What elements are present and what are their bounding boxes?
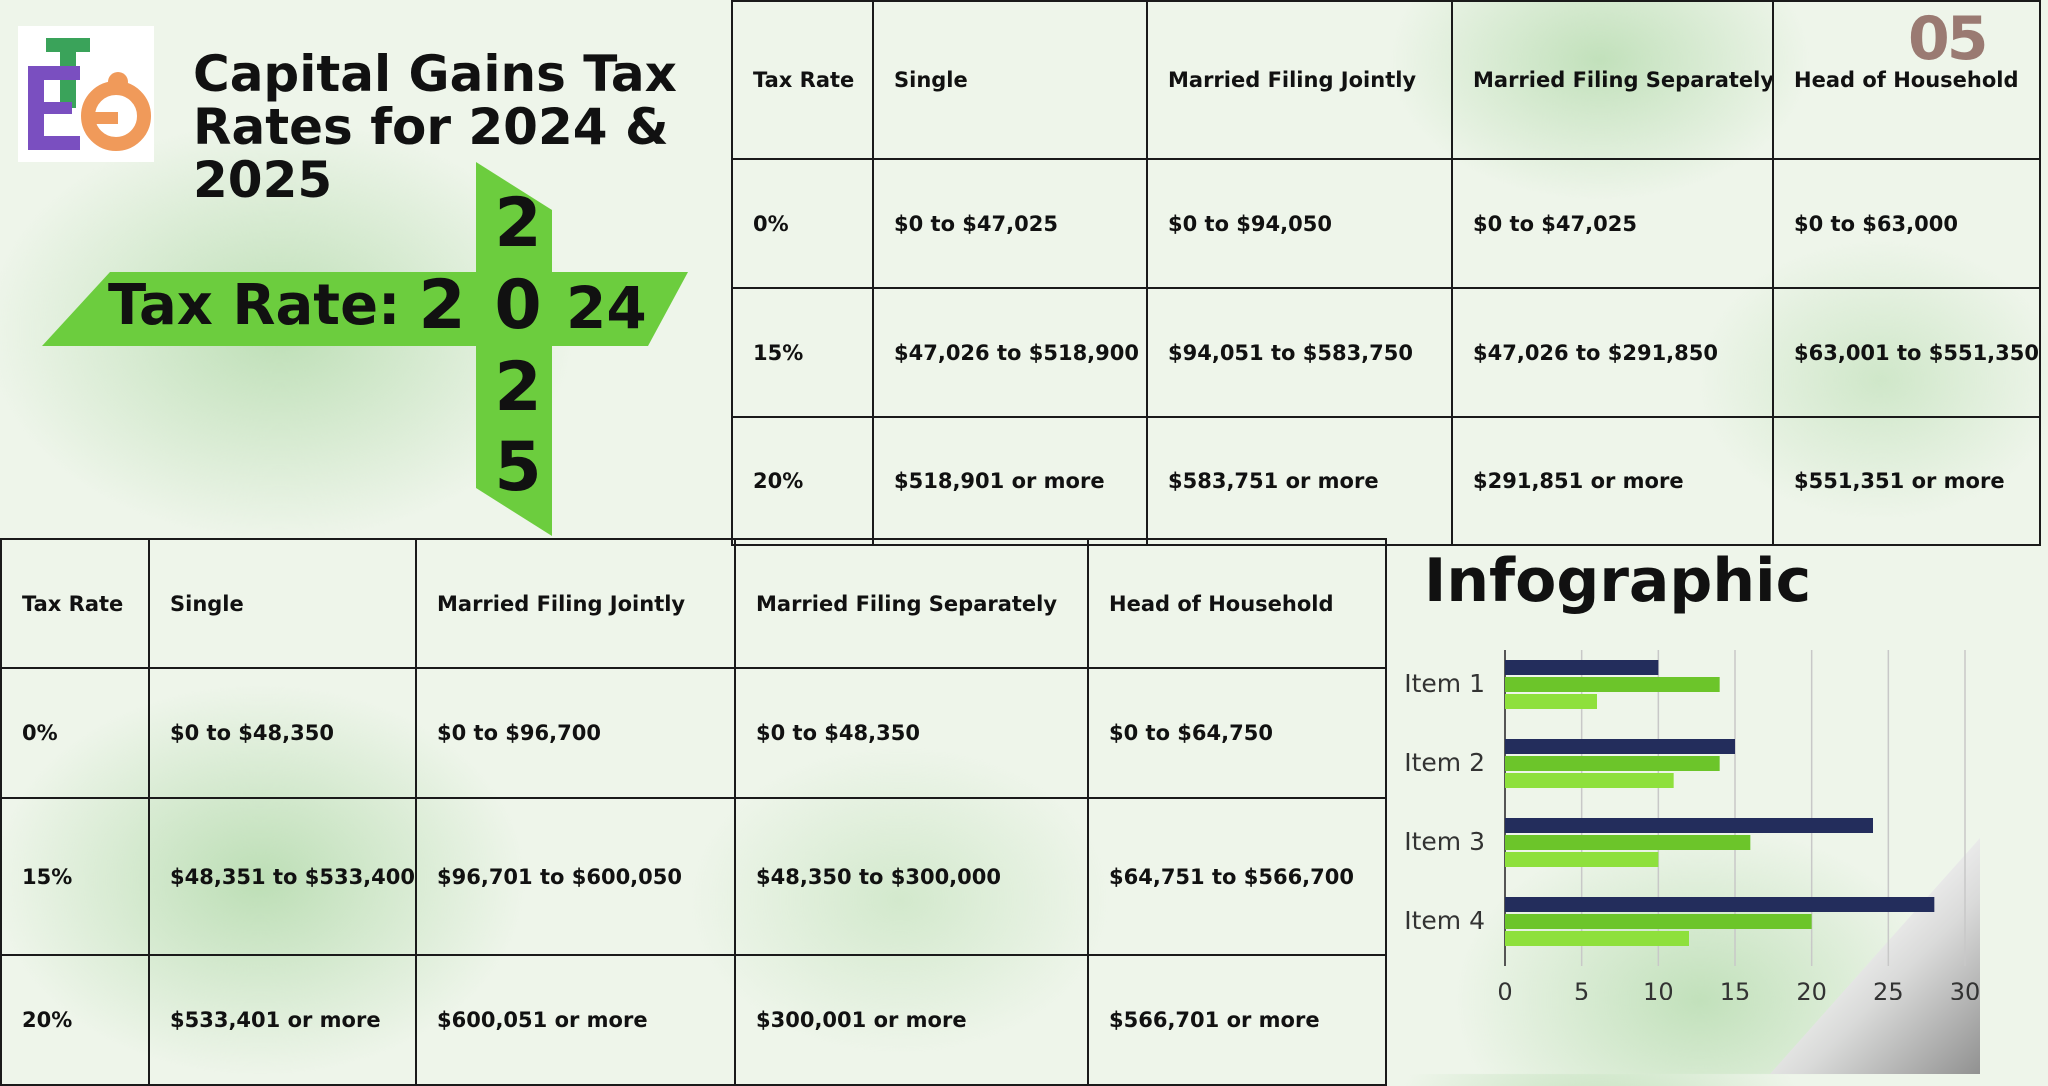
- table-row: 15% $47,026 to $518,900 $94,051 to $583,…: [731, 287, 2041, 418]
- column-header: Married Filing Jointly: [415, 538, 736, 669]
- logo-mark-icon: [18, 26, 154, 162]
- page-title: Capital Gains Tax Rates for 2024 & 2025: [193, 48, 733, 207]
- table-cell: $47,026 to $518,900: [872, 287, 1148, 418]
- column-header: Head of Household: [1772, 0, 2041, 160]
- table-row: 20% $518,901 or more $583,751 or more $2…: [731, 416, 2041, 546]
- rates-table-2024: Tax Rate Single Married Filing Jointly M…: [731, 0, 2041, 546]
- table-cell: $96,701 to $600,050: [415, 797, 736, 956]
- bar: [1505, 756, 1720, 771]
- x-tick-label: 30: [1950, 978, 1981, 1000]
- table-cell: $63,001 to $551,350: [1772, 287, 2041, 418]
- table-cell: $0 to $94,050: [1146, 158, 1453, 289]
- column-header: Tax Rate: [731, 0, 874, 160]
- table-row: 0% $0 to $47,025 $0 to $94,050 $0 to $47…: [731, 158, 2041, 289]
- table-cell: $291,851 or more: [1451, 416, 1774, 546]
- category-label: Item 3: [1404, 827, 1485, 856]
- year-2025-digit: 2: [494, 348, 542, 427]
- bar: [1505, 897, 1935, 912]
- x-tick-label: 5: [1574, 978, 1589, 1000]
- bar: [1505, 773, 1674, 788]
- table-cell: $0 to $48,350: [148, 667, 417, 799]
- infographic-title: Infographic: [1424, 546, 1812, 616]
- title-line-2: Rates for 2024 & 2025: [193, 98, 669, 209]
- column-header: Head of Household: [1087, 538, 1387, 669]
- year-2025-digit: 2: [494, 184, 542, 263]
- table-cell: $0 to $47,025: [872, 158, 1148, 289]
- bar: [1505, 914, 1812, 929]
- column-header: Single: [872, 0, 1148, 160]
- banner-vertical: [476, 162, 552, 536]
- x-tick-label: 0: [1497, 978, 1512, 1000]
- table-cell: 20%: [0, 954, 150, 1086]
- table-cell: $533,401 or more: [148, 954, 417, 1086]
- table-cell: $48,350 to $300,000: [734, 797, 1089, 956]
- column-header: Married Filing Separately: [1451, 0, 1774, 160]
- table-cell: $0 to $96,700: [415, 667, 736, 799]
- year-2024-suffix: 24: [566, 274, 647, 342]
- column-header: Single: [148, 538, 417, 669]
- table-cell: $0 to $64,750: [1087, 667, 1387, 799]
- banner-horizontal: [42, 272, 688, 346]
- table-cell: 0%: [731, 158, 874, 289]
- rates-table-2025: Tax Rate Single Married Filing Jointly M…: [0, 538, 1387, 1086]
- category-label: Item 2: [1404, 748, 1485, 777]
- infographic-bar-chart: 0 5 10 15 20 25 30 Item 1 Item 2 Item 3 Item 4: [1404, 650, 1981, 1000]
- bar: [1505, 739, 1735, 754]
- table-row: 0% $0 to $48,350 $0 to $96,700 $0 to $48…: [0, 667, 1387, 799]
- bar: [1505, 931, 1689, 946]
- x-tick-label: 20: [1796, 978, 1827, 1000]
- bar: [1505, 852, 1659, 867]
- table-cell: 20%: [731, 416, 874, 546]
- year-2025-digit: 0: [494, 266, 542, 345]
- category-label: Item 4: [1404, 906, 1485, 935]
- table-cell: $300,001 or more: [734, 954, 1089, 1086]
- column-header: Married Filing Separately: [734, 538, 1089, 669]
- table-cell: $600,051 or more: [415, 954, 736, 1086]
- x-tick-label: 10: [1643, 978, 1674, 1000]
- x-tick-label: 15: [1720, 978, 1751, 1000]
- bar: [1505, 818, 1873, 833]
- table-cell: $48,351 to $533,400: [148, 797, 417, 956]
- title-line-1: Capital Gains Tax: [193, 45, 677, 103]
- table-cell: 15%: [731, 287, 874, 418]
- year-2025-digit: 5: [494, 428, 542, 507]
- table-header-row: Tax Rate Single Married Filing Jointly M…: [731, 0, 2041, 160]
- logo: [18, 26, 154, 162]
- table-cell: 0%: [0, 667, 150, 799]
- column-header: Married Filing Jointly: [1146, 0, 1453, 160]
- year-2024-prefix: 2: [418, 266, 466, 345]
- table-row: 20% $533,401 or more $600,051 or more $3…: [0, 954, 1387, 1086]
- table-header-row: Tax Rate Single Married Filing Jointly M…: [0, 538, 1387, 669]
- category-label: Item 1: [1404, 669, 1485, 698]
- table-cell: $94,051 to $583,750: [1146, 287, 1453, 418]
- table-cell: $566,701 or more: [1087, 954, 1387, 1086]
- table-cell: $583,751 or more: [1146, 416, 1453, 546]
- table-cell: $0 to $48,350: [734, 667, 1089, 799]
- table-cell: $0 to $63,000: [1772, 158, 2041, 289]
- bar: [1505, 677, 1720, 692]
- table-cell: $518,901 or more: [872, 416, 1148, 546]
- bar: [1505, 835, 1751, 850]
- bar: [1505, 660, 1659, 675]
- table-cell: $64,751 to $566,700: [1087, 797, 1387, 956]
- table-cell: $0 to $47,025: [1451, 158, 1774, 289]
- table-cell: 15%: [0, 797, 150, 956]
- column-header: Tax Rate: [0, 538, 150, 669]
- tax-rate-label: Tax Rate:: [108, 273, 401, 338]
- bar: [1505, 694, 1597, 709]
- table-row: 15% $48,351 to $533,400 $96,701 to $600,…: [0, 797, 1387, 956]
- table-cell: $47,026 to $291,850: [1451, 287, 1774, 418]
- table-cell: $551,351 or more: [1772, 416, 2041, 546]
- x-tick-label: 25: [1873, 978, 1904, 1000]
